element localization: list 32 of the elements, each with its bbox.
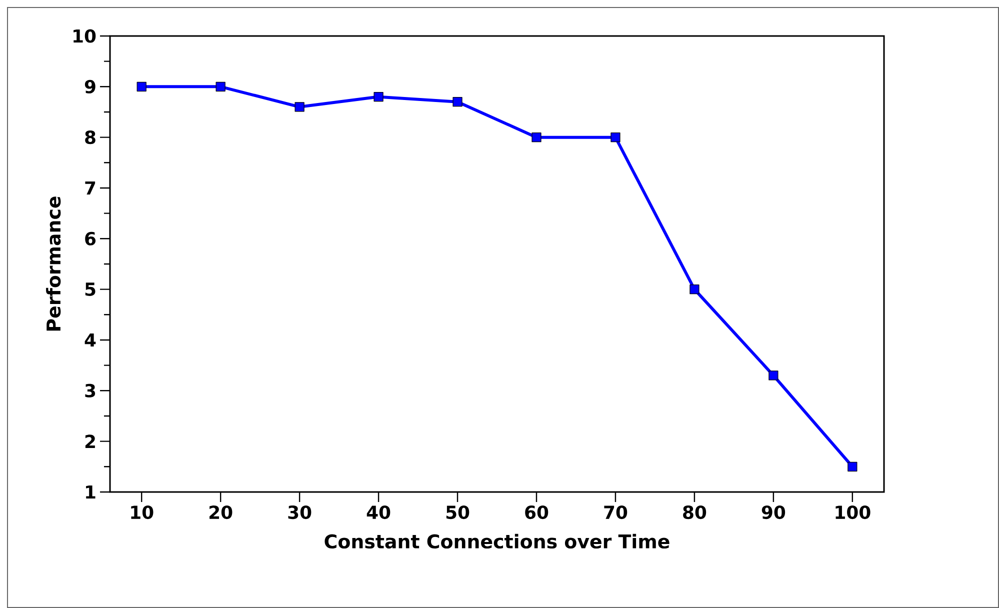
point bbox=[532, 132, 542, 142]
y-tick-label: 6 bbox=[85, 232, 96, 246]
y-tick-label: 9 bbox=[84, 80, 96, 94]
y-tick-label: 7 bbox=[85, 181, 96, 195]
x-tick-label: 10 bbox=[131, 506, 154, 520]
x-tick-label: 30 bbox=[288, 506, 312, 520]
y-tick-label: 8 bbox=[85, 130, 96, 144]
y-tick-label: 5 bbox=[85, 282, 96, 296]
x-axis-title: Constant Connections over Time bbox=[324, 534, 670, 549]
y-tick-label: 2 bbox=[85, 434, 95, 448]
point bbox=[768, 370, 778, 380]
x-tick-label: 70 bbox=[604, 506, 628, 520]
y-tick-label: 4 bbox=[84, 333, 96, 347]
x-tick-label: 100 bbox=[836, 506, 870, 520]
x-tick-label: 20 bbox=[210, 506, 232, 520]
x-tick-label: 40 bbox=[366, 506, 390, 520]
point bbox=[294, 102, 304, 112]
y-tick-label: 3 bbox=[85, 384, 96, 398]
x-tick-label: 60 bbox=[525, 506, 548, 520]
point bbox=[848, 462, 858, 472]
point bbox=[452, 97, 462, 107]
x-tick-label: 80 bbox=[683, 506, 706, 520]
y-tick-label: 1 bbox=[86, 485, 96, 499]
y-axis-title: Performance bbox=[46, 196, 61, 331]
point bbox=[690, 284, 700, 294]
point bbox=[216, 82, 226, 92]
point bbox=[136, 82, 146, 92]
x-tick-label: 50 bbox=[446, 506, 470, 520]
y-tick-label: 10 bbox=[74, 29, 96, 43]
point bbox=[374, 92, 384, 102]
point bbox=[610, 132, 620, 142]
x-tick-label: 90 bbox=[762, 506, 786, 520]
